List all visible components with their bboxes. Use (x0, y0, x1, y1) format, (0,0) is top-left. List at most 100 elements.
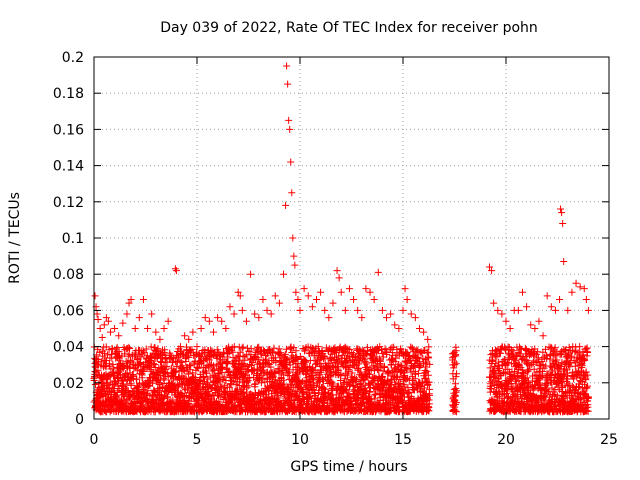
y-axis-title: ROTI / TECUs (7, 192, 23, 284)
data-point (197, 389, 205, 397)
data-point (531, 325, 539, 332)
data-point (257, 379, 265, 387)
data-point (206, 352, 214, 360)
data-point (133, 375, 141, 383)
y-tick-label: 0.14 (53, 159, 84, 175)
data-point (272, 358, 280, 366)
data-point (292, 288, 300, 296)
data-point (94, 315, 102, 323)
data-point (244, 377, 252, 385)
data-point (312, 296, 320, 304)
y-tick-label: 0.02 (53, 376, 84, 392)
data-point (317, 288, 325, 296)
y-tick-label: 0.04 (53, 340, 84, 356)
data-point (395, 325, 403, 332)
data-point (144, 325, 152, 332)
data-point (135, 314, 143, 322)
data-point (560, 258, 568, 266)
data-point (223, 353, 231, 361)
data-point (119, 319, 127, 327)
x-tick-label: 20 (497, 432, 515, 448)
x-tick-label: 25 (600, 432, 618, 448)
data-point (94, 366, 102, 374)
data-point (556, 296, 564, 304)
data-point (152, 346, 160, 354)
data-point (287, 158, 295, 166)
data-point (335, 274, 343, 282)
chart-title: Day 039 of 2022, Rate Of TEC Index for r… (160, 20, 538, 36)
data-point (506, 325, 514, 332)
data-point (93, 310, 101, 318)
data-point (185, 362, 193, 370)
x-tick-label: 5 (193, 432, 202, 448)
data-point (209, 365, 217, 373)
data-point (239, 343, 247, 351)
data-point (96, 325, 104, 332)
data-point (154, 345, 162, 353)
data-point (275, 299, 283, 307)
data-point (280, 270, 288, 278)
data-point (158, 384, 166, 392)
data-point (249, 358, 257, 366)
data-point (224, 357, 232, 365)
data-point (271, 292, 279, 300)
data-point (205, 390, 213, 398)
data-point (250, 395, 258, 403)
data-point (209, 328, 217, 336)
data-point (238, 364, 246, 372)
data-point (139, 400, 147, 408)
data-point (259, 296, 267, 304)
data-point (215, 377, 223, 385)
data-point (345, 285, 353, 293)
data-point (289, 234, 297, 242)
data-point (366, 288, 374, 296)
data-point (558, 209, 566, 217)
data-point (198, 385, 206, 393)
data-point (185, 370, 193, 378)
data-point (122, 397, 130, 405)
data-point (490, 299, 498, 307)
data-point (164, 317, 172, 325)
data-point (208, 385, 216, 393)
data-point (494, 306, 502, 314)
data-point (502, 317, 510, 325)
data-point (147, 365, 155, 373)
data-point (187, 361, 195, 369)
data-point (260, 363, 268, 371)
data-point (91, 292, 99, 300)
data-point (167, 355, 175, 363)
data-point (420, 328, 428, 336)
data-point (370, 296, 378, 304)
data-point (308, 303, 316, 311)
data-point (283, 62, 291, 70)
data-point (557, 205, 565, 213)
data-point (238, 406, 246, 414)
data-point (291, 261, 299, 269)
data-point (177, 358, 185, 366)
data-point (132, 406, 140, 414)
data-point (374, 268, 382, 276)
data-point (518, 288, 526, 296)
data-point (350, 296, 358, 304)
data-point (203, 369, 211, 377)
data-point (498, 310, 506, 318)
data-point (181, 332, 189, 340)
data-point (407, 310, 415, 318)
data-point (383, 314, 391, 322)
data-point (572, 279, 580, 287)
data-point (91, 381, 99, 389)
data-point (247, 362, 255, 370)
data-point (109, 372, 117, 380)
points-layer (90, 62, 592, 416)
data-point (564, 306, 572, 314)
data-point (214, 378, 222, 386)
data-point (354, 360, 362, 368)
data-point (337, 288, 345, 296)
data-point (98, 334, 106, 342)
data-point (183, 352, 191, 360)
data-point (230, 310, 238, 318)
data-point (527, 321, 535, 329)
data-point (539, 332, 547, 340)
data-point (238, 306, 246, 314)
